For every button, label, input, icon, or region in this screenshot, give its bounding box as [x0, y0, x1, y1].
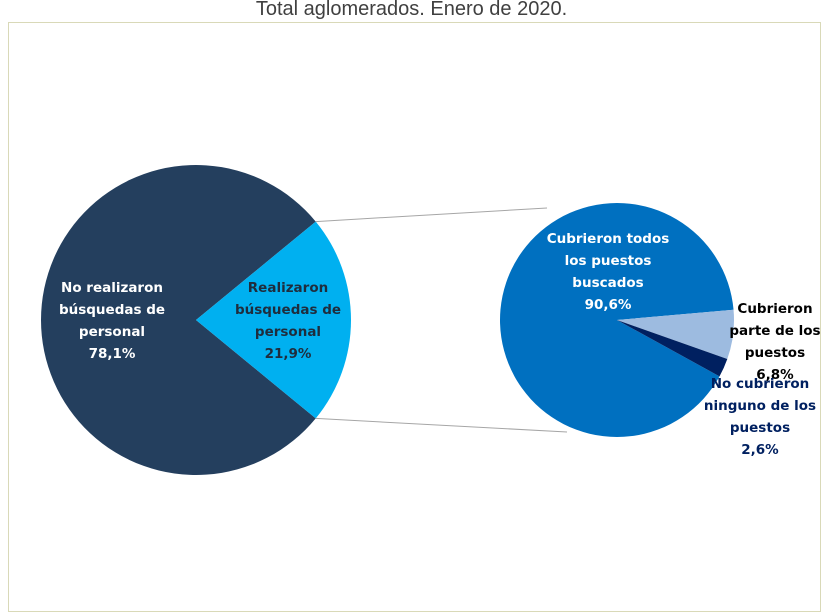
pie2-label-1: Cubrieron parte de los puestos 6,8% — [729, 301, 820, 383]
main-pie — [40, 165, 352, 475]
pie2-label-0: Cubrieron todos los puestos buscados 90,6% — [547, 231, 670, 313]
pie2-slice-2 — [617, 320, 728, 377]
pie1-label-0: No realizaron búsquedas de personal 78,1% — [59, 280, 165, 362]
secondary-pie — [500, 203, 735, 438]
pie2-label-2: No cubrieron ninguno de los puestos 2,6% — [704, 376, 816, 458]
chart-title: Total aglomerados. Enero de 2020. — [255, 0, 568, 20]
pie1-label-1: Realizaron búsquedas de personal 21,9% — [235, 280, 341, 362]
connector-line-top — [315, 207, 548, 223]
pie2-slice-0 — [500, 203, 734, 438]
connector-line-bottom — [315, 417, 568, 433]
pie1-slice-1 — [196, 221, 352, 419]
pie1-slice-0 — [40, 165, 316, 475]
pie2-slice-1 — [617, 309, 735, 360]
